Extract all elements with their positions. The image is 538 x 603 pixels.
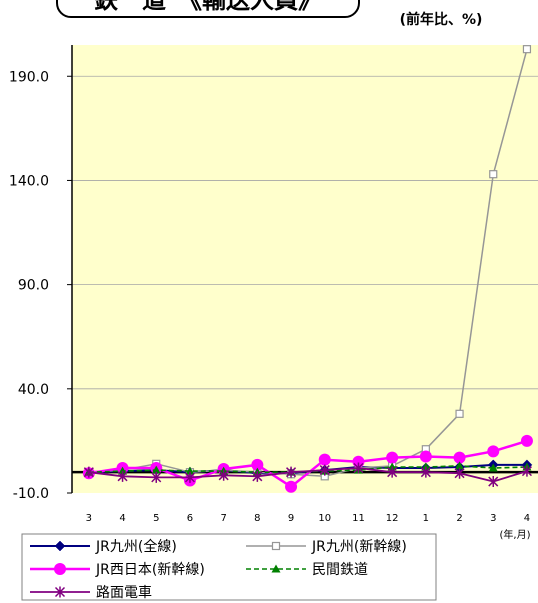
- x-tick-label: 11: [352, 513, 365, 524]
- data-point-private-railways: [387, 462, 397, 471]
- gridlines: [72, 75, 538, 390]
- x-tick-label: 8: [254, 513, 260, 524]
- data-point-streetcar: [151, 471, 162, 483]
- legend-item-streetcar: 路面電車: [30, 584, 152, 601]
- data-point-streetcar: [319, 464, 330, 476]
- title-box: 鉄 道 《輸送人員》: [56, 0, 360, 18]
- data-point-jr-west-shinkansen: [251, 458, 264, 471]
- legend-label: 民間鉄道: [312, 562, 368, 578]
- diamond-marker-icon: [54, 540, 66, 552]
- title-frame: [56, 0, 360, 18]
- x-tick-label: 5: [153, 513, 159, 524]
- legend-item-private-railways: 民間鉄道: [246, 562, 368, 578]
- data-point-streetcar: [521, 465, 532, 477]
- data-point-private-railways: [421, 462, 431, 471]
- square-marker-icon: [271, 541, 281, 551]
- data-point-private-railways: [118, 466, 128, 475]
- data-point-jr-west-shinkansen: [520, 434, 533, 447]
- data-point-streetcar: [488, 476, 499, 488]
- series-line-jr-kyushu-shinkansen: [88, 49, 528, 478]
- y-tick-label: 40.0: [18, 382, 49, 398]
- circle-marker-icon: [54, 563, 66, 575]
- data-point-private-railways: [455, 461, 465, 470]
- y-tick-label: 140.0: [9, 173, 49, 189]
- series-line-streetcar: [88, 467, 528, 483]
- data-point-streetcar: [83, 466, 94, 478]
- series-layer: [82, 45, 533, 493]
- data-point-streetcar: [218, 469, 229, 481]
- data-point-jr-west-shinkansen: [419, 450, 432, 463]
- data-point-private-railways: [185, 466, 195, 475]
- data-point-streetcar: [420, 466, 431, 478]
- legend-item-jr-west-shinkansen: JR西日本(新幹線): [30, 561, 205, 578]
- data-point-streetcar: [252, 470, 263, 482]
- x-tick-label: 3: [86, 513, 92, 524]
- y-tick-label: 190.0: [9, 69, 49, 85]
- data-point-jr-west-shinkansen: [487, 445, 500, 458]
- series-streetcar: [83, 462, 532, 488]
- chart-title: 鉄 道 《輸送人員》: [94, 0, 322, 14]
- x-tick-label: 4: [524, 513, 530, 524]
- plot-area: [72, 45, 538, 493]
- x-tick-label: 10: [318, 513, 331, 524]
- legend-frame: [21, 533, 437, 601]
- legend-label: JR西日本(新幹線): [95, 561, 205, 578]
- x-tick-label: 9: [288, 513, 294, 524]
- x-tick-label: 6: [187, 513, 193, 524]
- legend-label: JR九州(全線): [95, 538, 177, 555]
- triangle-marker-icon: [271, 564, 281, 573]
- legend-item-jr-kyushu-all-lines: JR九州(全線): [30, 538, 177, 555]
- y-axis: 190.0 140.0 90.0 40.0 -10.0: [9, 45, 73, 502]
- data-point-streetcar: [184, 471, 195, 483]
- x-tick-label: 2: [456, 513, 462, 524]
- x-tick-label: 3: [490, 513, 496, 524]
- data-point-jr-kyushu-shinkansen: [455, 409, 464, 418]
- y-tick-label: 90.0: [18, 278, 49, 294]
- x-tick-label: 12: [386, 513, 399, 524]
- data-point-private-railways: [488, 463, 498, 472]
- data-point-jr-west-shinkansen: [453, 451, 466, 464]
- data-point-jr-west-shinkansen: [318, 453, 331, 466]
- data-point-streetcar: [387, 466, 398, 478]
- legend-item-jr-kyushu-shinkansen: JR九州(新幹線): [246, 538, 407, 555]
- y-tick-label: -10.0: [13, 486, 49, 502]
- x-tick-label: 7: [220, 513, 226, 524]
- data-point-streetcar: [117, 470, 128, 482]
- data-point-jr-kyushu-shinkansen: [489, 170, 498, 179]
- x-tick-label: 4: [119, 513, 125, 524]
- data-point-streetcar: [286, 466, 297, 478]
- data-point-jr-west-shinkansen: [386, 451, 399, 464]
- asterisk-marker-icon: [54, 586, 66, 598]
- data-point-streetcar: [454, 467, 465, 479]
- data-point-jr-west-shinkansen: [285, 480, 298, 493]
- data-point-jr-kyushu-shinkansen: [522, 45, 532, 54]
- data-point-private-railways: [151, 465, 161, 474]
- legend-label: 路面電車: [96, 584, 152, 601]
- unit-note: (前年比、%): [400, 11, 483, 28]
- data-point-streetcar: [353, 462, 364, 474]
- legend-label: JR九州(新幹線): [311, 538, 407, 555]
- x-tick-label: 1: [423, 513, 429, 524]
- x-axis-unit-label: (年,月): [500, 528, 531, 541]
